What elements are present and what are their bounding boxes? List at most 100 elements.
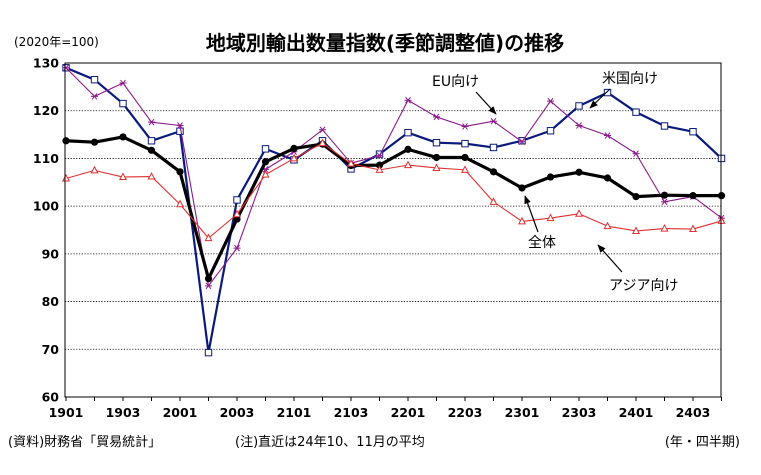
x-tick-label: 2403 [676, 405, 711, 420]
annotation-arrow [524, 195, 539, 233]
data-point [546, 127, 555, 135]
data-point [290, 144, 298, 153]
data-point [575, 168, 583, 176]
footer-note: (注)直近は24年10、11月の平均 [235, 435, 425, 450]
data-point [517, 216, 527, 225]
data-point [119, 133, 127, 141]
y-tick-label: 100 [33, 199, 59, 214]
annotation-label: EU向け [432, 74, 479, 90]
series-line-0 [65, 66, 723, 354]
y-axis-ticks: 60 70 80 90 100 110 120 130 [33, 56, 59, 405]
series-group [61, 64, 726, 357]
y-tick-label: 110 [33, 151, 59, 166]
x-tick-label: 2103 [334, 405, 369, 420]
data-point [489, 197, 498, 205]
data-point [461, 153, 469, 162]
data-point [147, 171, 156, 180]
data-point [204, 275, 213, 283]
data-point [632, 193, 640, 201]
data-point [518, 138, 526, 146]
x-tick-label: 2301 [505, 405, 540, 420]
footer-period: (年・四半期) [665, 435, 740, 450]
x-tick-label: 2201 [391, 405, 426, 420]
annotation-label: アジア向け [609, 278, 678, 294]
data-point [375, 165, 384, 173]
data-point [261, 158, 270, 166]
data-point [574, 209, 584, 217]
data-point [375, 161, 384, 169]
data-point [632, 150, 640, 157]
data-point [546, 173, 555, 181]
data-point [90, 76, 99, 84]
x-tick-label: 1903 [106, 405, 141, 420]
data-point [489, 168, 498, 176]
data-point [404, 96, 412, 104]
data-point [432, 138, 441, 147]
data-point [603, 221, 612, 230]
data-point [118, 172, 128, 181]
data-point [233, 244, 241, 252]
data-point [660, 122, 669, 130]
data-point [404, 128, 412, 137]
data-point [660, 224, 669, 232]
y-tick-label: 90 [42, 246, 60, 261]
data-point [176, 127, 184, 135]
x-tick-label: 2203 [448, 405, 483, 420]
y-tick-label: 80 [42, 294, 60, 309]
data-point [461, 123, 469, 130]
y-tick-label: 130 [33, 56, 59, 71]
data-point [689, 128, 697, 136]
data-point [232, 209, 242, 218]
data-point [62, 64, 70, 72]
data-point [432, 153, 441, 162]
data-point [205, 282, 212, 290]
data-point [461, 139, 469, 148]
annotation-arrow [589, 88, 611, 109]
annotation-label: 全体 [528, 234, 556, 251]
x-tick-label: 2101 [277, 405, 312, 420]
data-point [346, 159, 356, 167]
series-line-3 [65, 142, 722, 239]
data-point [603, 88, 612, 97]
plot-frame [64, 62, 722, 398]
data-point [460, 165, 470, 173]
x-tick-label: 2401 [619, 405, 654, 420]
y-tick-label: 120 [33, 103, 59, 118]
data-point [90, 138, 99, 146]
data-point [433, 113, 440, 121]
data-point [261, 145, 270, 153]
data-point [376, 152, 383, 159]
series-line-2 [65, 135, 722, 281]
data-point [432, 163, 441, 171]
x-axis-ticks: 1901 1903 2001 2003 2101 2103 2201 2203 2301 2303… [49, 397, 722, 420]
data-point [688, 224, 698, 233]
data-point [91, 93, 98, 100]
annotation-arrow [597, 244, 623, 273]
data-point [119, 79, 127, 87]
annotation-arrow [475, 91, 497, 115]
data-point [575, 102, 583, 110]
data-point [176, 168, 184, 176]
data-point [603, 174, 612, 182]
unit-label: (2020年=100) [14, 35, 99, 49]
series-line-1 [65, 67, 722, 287]
data-point [204, 348, 213, 357]
annotation-label: 米国向け [602, 71, 658, 87]
y-tick-label: 70 [42, 342, 60, 357]
data-point [632, 108, 640, 116]
data-point [204, 233, 213, 242]
data-point [489, 143, 498, 152]
x-tick-label: 1901 [49, 405, 84, 420]
data-point [233, 196, 241, 204]
data-point [631, 226, 641, 234]
data-point [575, 122, 583, 129]
data-point [175, 199, 185, 208]
data-point [661, 198, 668, 206]
data-point [148, 118, 155, 126]
x-tick-label: 2001 [163, 405, 198, 420]
footer-source: (資料)財務省「貿易統計」 [8, 434, 161, 450]
data-point [147, 146, 156, 154]
data-point [660, 191, 669, 199]
